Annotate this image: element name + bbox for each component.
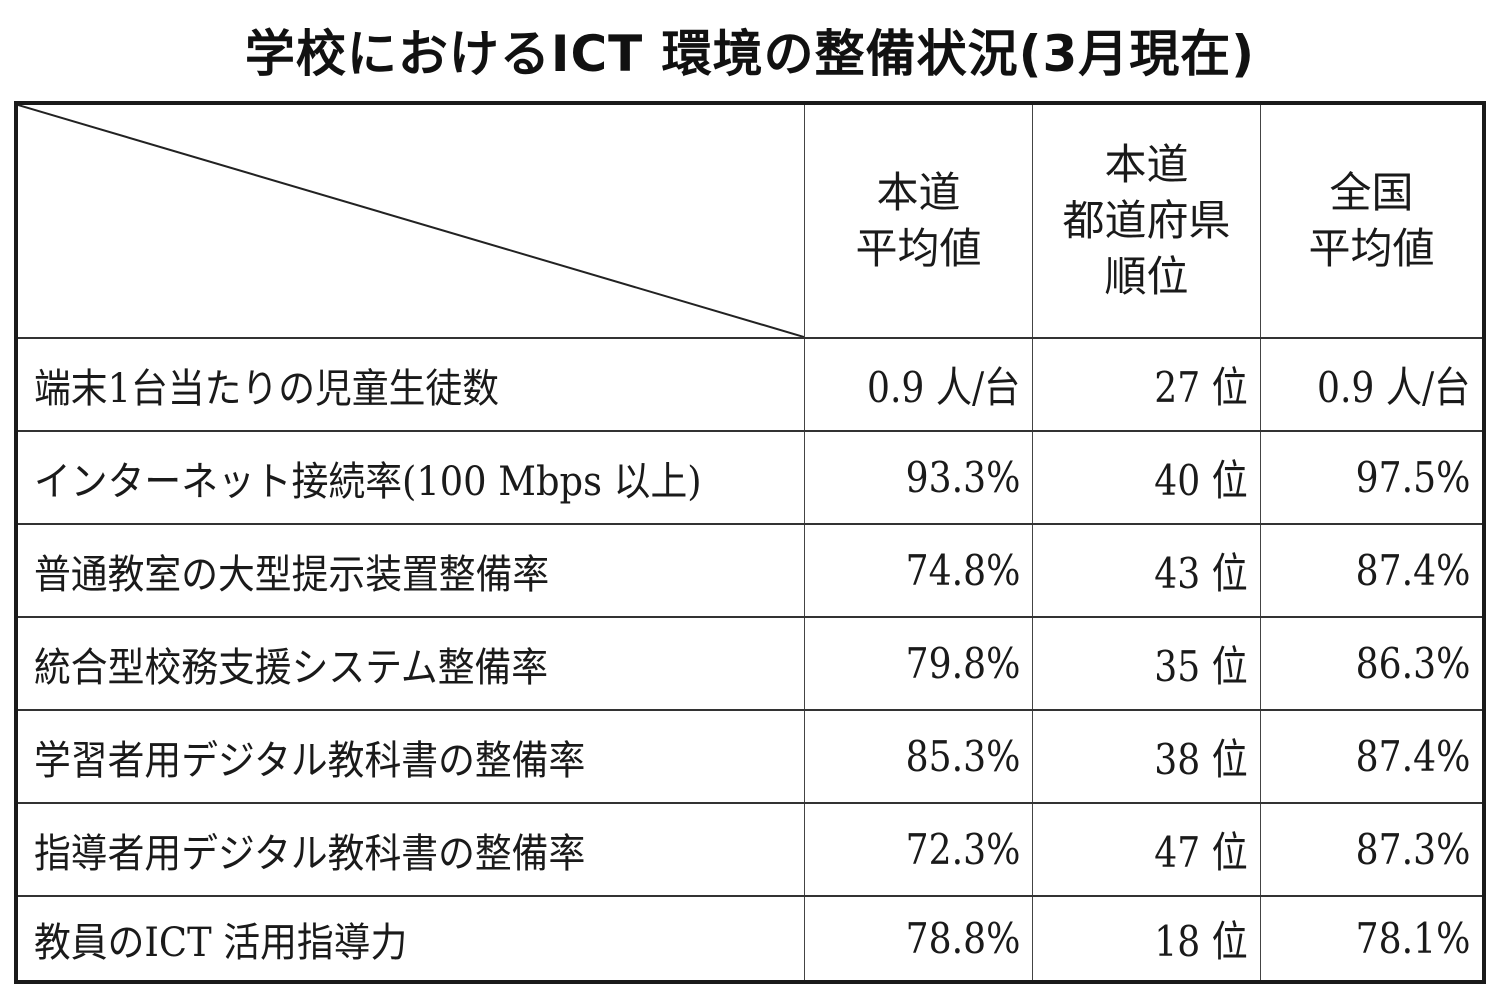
row-label-cell: 統合型校務支援システム整備率 (18, 618, 804, 709)
header-line: 平均値 (855, 224, 982, 273)
table-title: 学校におけるICT 環境の整備状況(3月現在) (244, 25, 1256, 83)
row-label-cell: 普通教室の大型提示装置整備率 (18, 525, 804, 616)
hokkaido-avg-cell: 74.8% (804, 525, 1032, 616)
row-label: 指導者用デジタル教科書の整備率 (34, 830, 586, 877)
ict-status-table: 本道 平均値 本道 都道府県 順位 全国 平均値 端末1台当たりの児童生徒数 (14, 101, 1486, 984)
header-corner-cell (18, 105, 804, 337)
table-row: 学習者用デジタル教科書の整備率 85.3% 38 位 87.4% (18, 709, 1482, 802)
header-line: 全国 (1329, 168, 1414, 217)
row-label: 端末1台当たりの児童生徒数 (34, 365, 500, 412)
diagonal-divider-icon (18, 105, 804, 337)
hokkaido-avg-value: 79.8% (905, 639, 1020, 688)
row-label-cell: 教員のICT 活用指導力 (18, 897, 804, 980)
national-avg-cell: 86.3% (1260, 618, 1482, 709)
table-row: 指導者用デジタル教科書の整備率 72.3% 47 位 87.3% (18, 802, 1482, 895)
hokkaido-avg-cell: 72.3% (804, 804, 1032, 895)
hokkaido-avg-cell: 0.9 人/台 (804, 339, 1032, 430)
hokkaido-avg-value: 78.8% (905, 914, 1020, 963)
header-line: 順位 (1104, 252, 1189, 301)
row-label: インターネット接続率(100 Mbps 以上) (34, 458, 702, 505)
row-label-cell: 端末1台当たりの児童生徒数 (18, 339, 804, 430)
header-prefecture-rank: 本道 都道府県 順位 (1032, 105, 1260, 337)
header-line: 本道 (1104, 140, 1189, 189)
hokkaido-avg-cell: 79.8% (804, 618, 1032, 709)
national-avg-cell: 87.4% (1260, 711, 1482, 802)
table-row: 統合型校務支援システム整備率 79.8% 35 位 86.3% (18, 616, 1482, 709)
national-avg-cell: 87.3% (1260, 804, 1482, 895)
prefecture-rank-cell: 27 位 (1032, 339, 1260, 430)
row-label: 教員のICT 活用指導力 (34, 919, 408, 966)
prefecture-rank-value: 38 位 (1154, 735, 1248, 784)
hokkaido-avg-value: 93.3% (905, 453, 1020, 502)
national-avg-cell: 0.9 人/台 (1260, 339, 1482, 430)
prefecture-rank-value: 35 位 (1154, 642, 1248, 691)
national-avg-value: 97.5% (1355, 453, 1470, 502)
hokkaido-avg-value: 0.9 人/台 (866, 363, 1020, 412)
row-label: 学習者用デジタル教科書の整備率 (34, 737, 586, 784)
national-avg-value: 87.4% (1355, 732, 1470, 781)
header-line: 平均値 (1308, 224, 1435, 273)
prefecture-rank-value: 27 位 (1154, 363, 1248, 412)
prefecture-rank-cell: 35 位 (1032, 618, 1260, 709)
header-national-avg: 全国 平均値 (1260, 105, 1482, 337)
prefecture-rank-cell: 43 位 (1032, 525, 1260, 616)
prefecture-rank-cell: 38 位 (1032, 711, 1260, 802)
national-avg-cell: 97.5% (1260, 432, 1482, 523)
table-row: 端末1台当たりの児童生徒数 0.9 人/台 27 位 0.9 人/台 (18, 337, 1482, 430)
national-avg-value: 87.3% (1355, 825, 1470, 874)
prefecture-rank-value: 47 位 (1154, 828, 1248, 877)
hokkaido-avg-cell: 93.3% (804, 432, 1032, 523)
national-avg-cell: 78.1% (1260, 897, 1482, 980)
hokkaido-avg-value: 85.3% (905, 732, 1020, 781)
table-row: 教員のICT 活用指導力 78.8% 18 位 78.1% (18, 895, 1482, 980)
table-row: インターネット接続率(100 Mbps 以上) 93.3% 40 位 97.5% (18, 430, 1482, 523)
row-label-cell: 学習者用デジタル教科書の整備率 (18, 711, 804, 802)
row-label-cell: 指導者用デジタル教科書の整備率 (18, 804, 804, 895)
hokkaido-avg-cell: 85.3% (804, 711, 1032, 802)
national-avg-value: 87.4% (1355, 546, 1470, 595)
header-line: 都道府県 (1062, 196, 1231, 245)
row-label: 普通教室の大型提示装置整備率 (34, 551, 550, 598)
prefecture-rank-cell: 40 位 (1032, 432, 1260, 523)
hokkaido-avg-cell: 78.8% (804, 897, 1032, 980)
hokkaido-avg-value: 74.8% (905, 546, 1020, 595)
national-avg-cell: 87.4% (1260, 525, 1482, 616)
prefecture-rank-cell: 18 位 (1032, 897, 1260, 980)
hokkaido-avg-value: 72.3% (905, 825, 1020, 874)
prefecture-rank-value: 18 位 (1154, 917, 1248, 966)
prefecture-rank-cell: 47 位 (1032, 804, 1260, 895)
national-avg-value: 78.1% (1355, 914, 1470, 963)
row-label: 統合型校務支援システム整備率 (34, 644, 549, 691)
prefecture-rank-value: 40 位 (1154, 456, 1248, 505)
header-line: 本道 (876, 168, 961, 217)
header-hokkaido-avg: 本道 平均値 (804, 105, 1032, 337)
national-avg-value: 86.3% (1355, 639, 1470, 688)
national-avg-value: 0.9 人/台 (1316, 363, 1470, 412)
table-row: 普通教室の大型提示装置整備率 74.8% 43 位 87.4% (18, 523, 1482, 616)
prefecture-rank-value: 43 位 (1154, 549, 1248, 598)
row-label-cell: インターネット接続率(100 Mbps 以上) (18, 432, 804, 523)
header-row: 本道 平均値 本道 都道府県 順位 全国 平均値 (18, 105, 1482, 337)
